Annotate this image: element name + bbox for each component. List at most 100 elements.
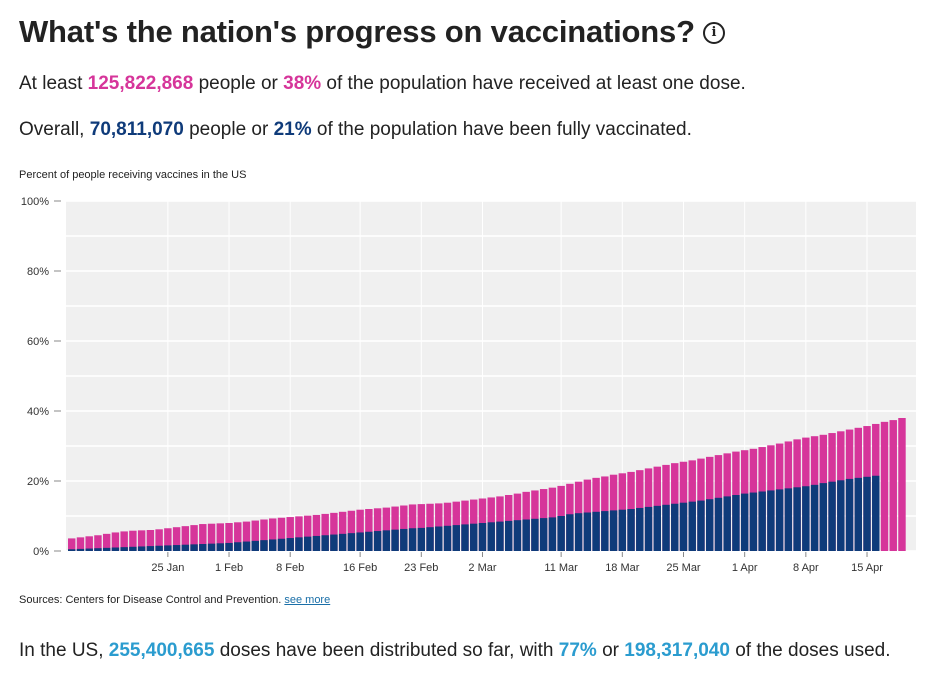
bar-fully-vaccinated	[120, 547, 128, 551]
bar-one-dose	[68, 538, 76, 551]
bar-fully-vaccinated	[671, 503, 679, 551]
bar-fully-vaccinated	[234, 542, 242, 551]
bar-one-dose	[312, 514, 321, 551]
bar-one-dose	[172, 527, 181, 551]
bar-fully-vaccinated	[76, 548, 85, 551]
x-tick-label: 2 Mar	[468, 562, 496, 574]
bar-fully-vaccinated	[102, 547, 111, 551]
bar-fully-vaccinated	[137, 546, 146, 551]
bar-fully-vaccinated	[513, 520, 522, 551]
bar-fully-vaccinated	[592, 511, 600, 551]
bar-fully-vaccinated	[531, 518, 539, 551]
bar-one-dose	[898, 418, 906, 551]
bar-one-dose	[207, 523, 216, 551]
bar-fully-vaccinated	[391, 529, 399, 551]
bar-fully-vaccinated	[705, 499, 714, 551]
bar-one-dose	[303, 515, 312, 551]
bar-one-dose	[85, 536, 93, 551]
bar-fully-vaccinated	[601, 511, 609, 551]
bar-one-dose	[356, 509, 364, 551]
bar-one-dose	[269, 518, 277, 551]
bar-fully-vaccinated	[566, 514, 574, 551]
bar-fully-vaccinated	[242, 541, 251, 551]
summary-text: people or	[183, 119, 274, 140]
fully-vaccinated-summary: Overall, 70,811,070 people or 21% of the…	[19, 119, 692, 141]
bar-fully-vaccinated	[749, 492, 758, 551]
bar-one-dose	[330, 512, 338, 551]
bar-fully-vaccinated	[330, 534, 338, 551]
bar-fully-vaccinated	[863, 476, 871, 551]
bar-fully-vaccinated	[688, 501, 696, 551]
bar-fully-vaccinated	[819, 483, 828, 551]
x-tick-label: 8 Feb	[276, 562, 304, 574]
bar-one-dose	[111, 532, 120, 551]
bar-one-dose	[137, 530, 146, 551]
bar-fully-vaccinated	[155, 545, 163, 551]
bar-one-dose	[338, 511, 347, 551]
bar-fully-vaccinated	[470, 523, 478, 551]
bar-one-dose	[102, 533, 111, 551]
summary-text: At least	[19, 73, 88, 94]
bar-fully-vaccinated	[207, 543, 216, 551]
bar-fully-vaccinated	[190, 544, 198, 551]
bar-one-dose	[277, 517, 286, 551]
bar-one-dose	[365, 509, 373, 551]
bar-fully-vaccinated	[312, 535, 321, 551]
bar-fully-vaccinated	[636, 507, 644, 551]
bar-fully-vaccinated	[496, 521, 504, 551]
bar-fully-vaccinated	[784, 488, 793, 551]
bar-one-dose	[295, 516, 303, 551]
bar-one-dose	[347, 510, 356, 551]
x-tick-label: 25 Jan	[151, 562, 184, 574]
bar-fully-vaccinated	[68, 549, 76, 551]
see-more-link[interactable]: see more	[284, 594, 331, 606]
doses-distributed: 255,400,665	[108, 640, 215, 661]
bar-one-dose	[889, 420, 897, 551]
bar-fully-vaccinated	[653, 505, 661, 551]
bar-fully-vaccinated	[487, 522, 495, 551]
x-tick-label: 16 Feb	[343, 562, 377, 574]
bar-fully-vaccinated	[574, 513, 583, 551]
bar-fully-vaccinated	[845, 478, 854, 551]
doses-used-percent: 77%	[558, 640, 597, 661]
doses-used: 198,317,040	[624, 640, 730, 661]
bar-fully-vaccinated	[767, 490, 775, 551]
bar-fully-vaccinated	[408, 528, 417, 551]
x-tick-label: 15 Apr	[851, 562, 883, 574]
bar-fully-vaccinated	[400, 528, 408, 551]
chart-title: Percent of people receiving vaccines in …	[19, 169, 247, 181]
bar-fully-vaccinated	[758, 491, 766, 551]
one-dose-count: 125,822,868	[87, 73, 194, 94]
bar-fully-vaccinated	[854, 477, 863, 551]
bar-fully-vaccinated	[373, 531, 382, 551]
bar-fully-vaccinated	[452, 525, 460, 551]
bar-fully-vaccinated	[94, 548, 102, 551]
y-tick-label: 40%	[27, 406, 49, 418]
bar-fully-vaccinated	[723, 496, 731, 551]
x-tick-label: 18 Mar	[605, 562, 640, 574]
bar-fully-vaccinated	[872, 475, 880, 551]
info-icon[interactable]: i	[702, 22, 725, 44]
bar-one-dose	[880, 421, 889, 551]
bar-fully-vaccinated	[662, 504, 670, 551]
bar-one-dose	[260, 519, 268, 551]
bar-fully-vaccinated	[697, 500, 705, 551]
bar-fully-vaccinated	[164, 545, 172, 551]
summary-text: of the doses used.	[729, 640, 891, 661]
bar-fully-vaccinated	[286, 538, 294, 551]
bar-fully-vaccinated	[644, 506, 653, 551]
bar-fully-vaccinated	[740, 493, 749, 551]
bar-one-dose	[251, 520, 259, 551]
bar-one-dose	[216, 523, 225, 551]
bar-one-dose	[408, 504, 417, 551]
bar-one-dose	[164, 528, 172, 551]
bar-fully-vaccinated	[461, 524, 469, 551]
bar-one-dose	[321, 513, 329, 551]
bar-one-dose	[120, 531, 128, 551]
sources-text: Sources: Centers for Disease Control and…	[19, 594, 285, 606]
title-text: What's the nation's progress on vaccinat…	[19, 14, 695, 49]
y-tick-label: 0%	[33, 546, 49, 558]
bar-one-dose	[417, 504, 426, 551]
bar-fully-vaccinated	[435, 526, 443, 551]
x-tick-label: 1 Feb	[215, 562, 243, 574]
